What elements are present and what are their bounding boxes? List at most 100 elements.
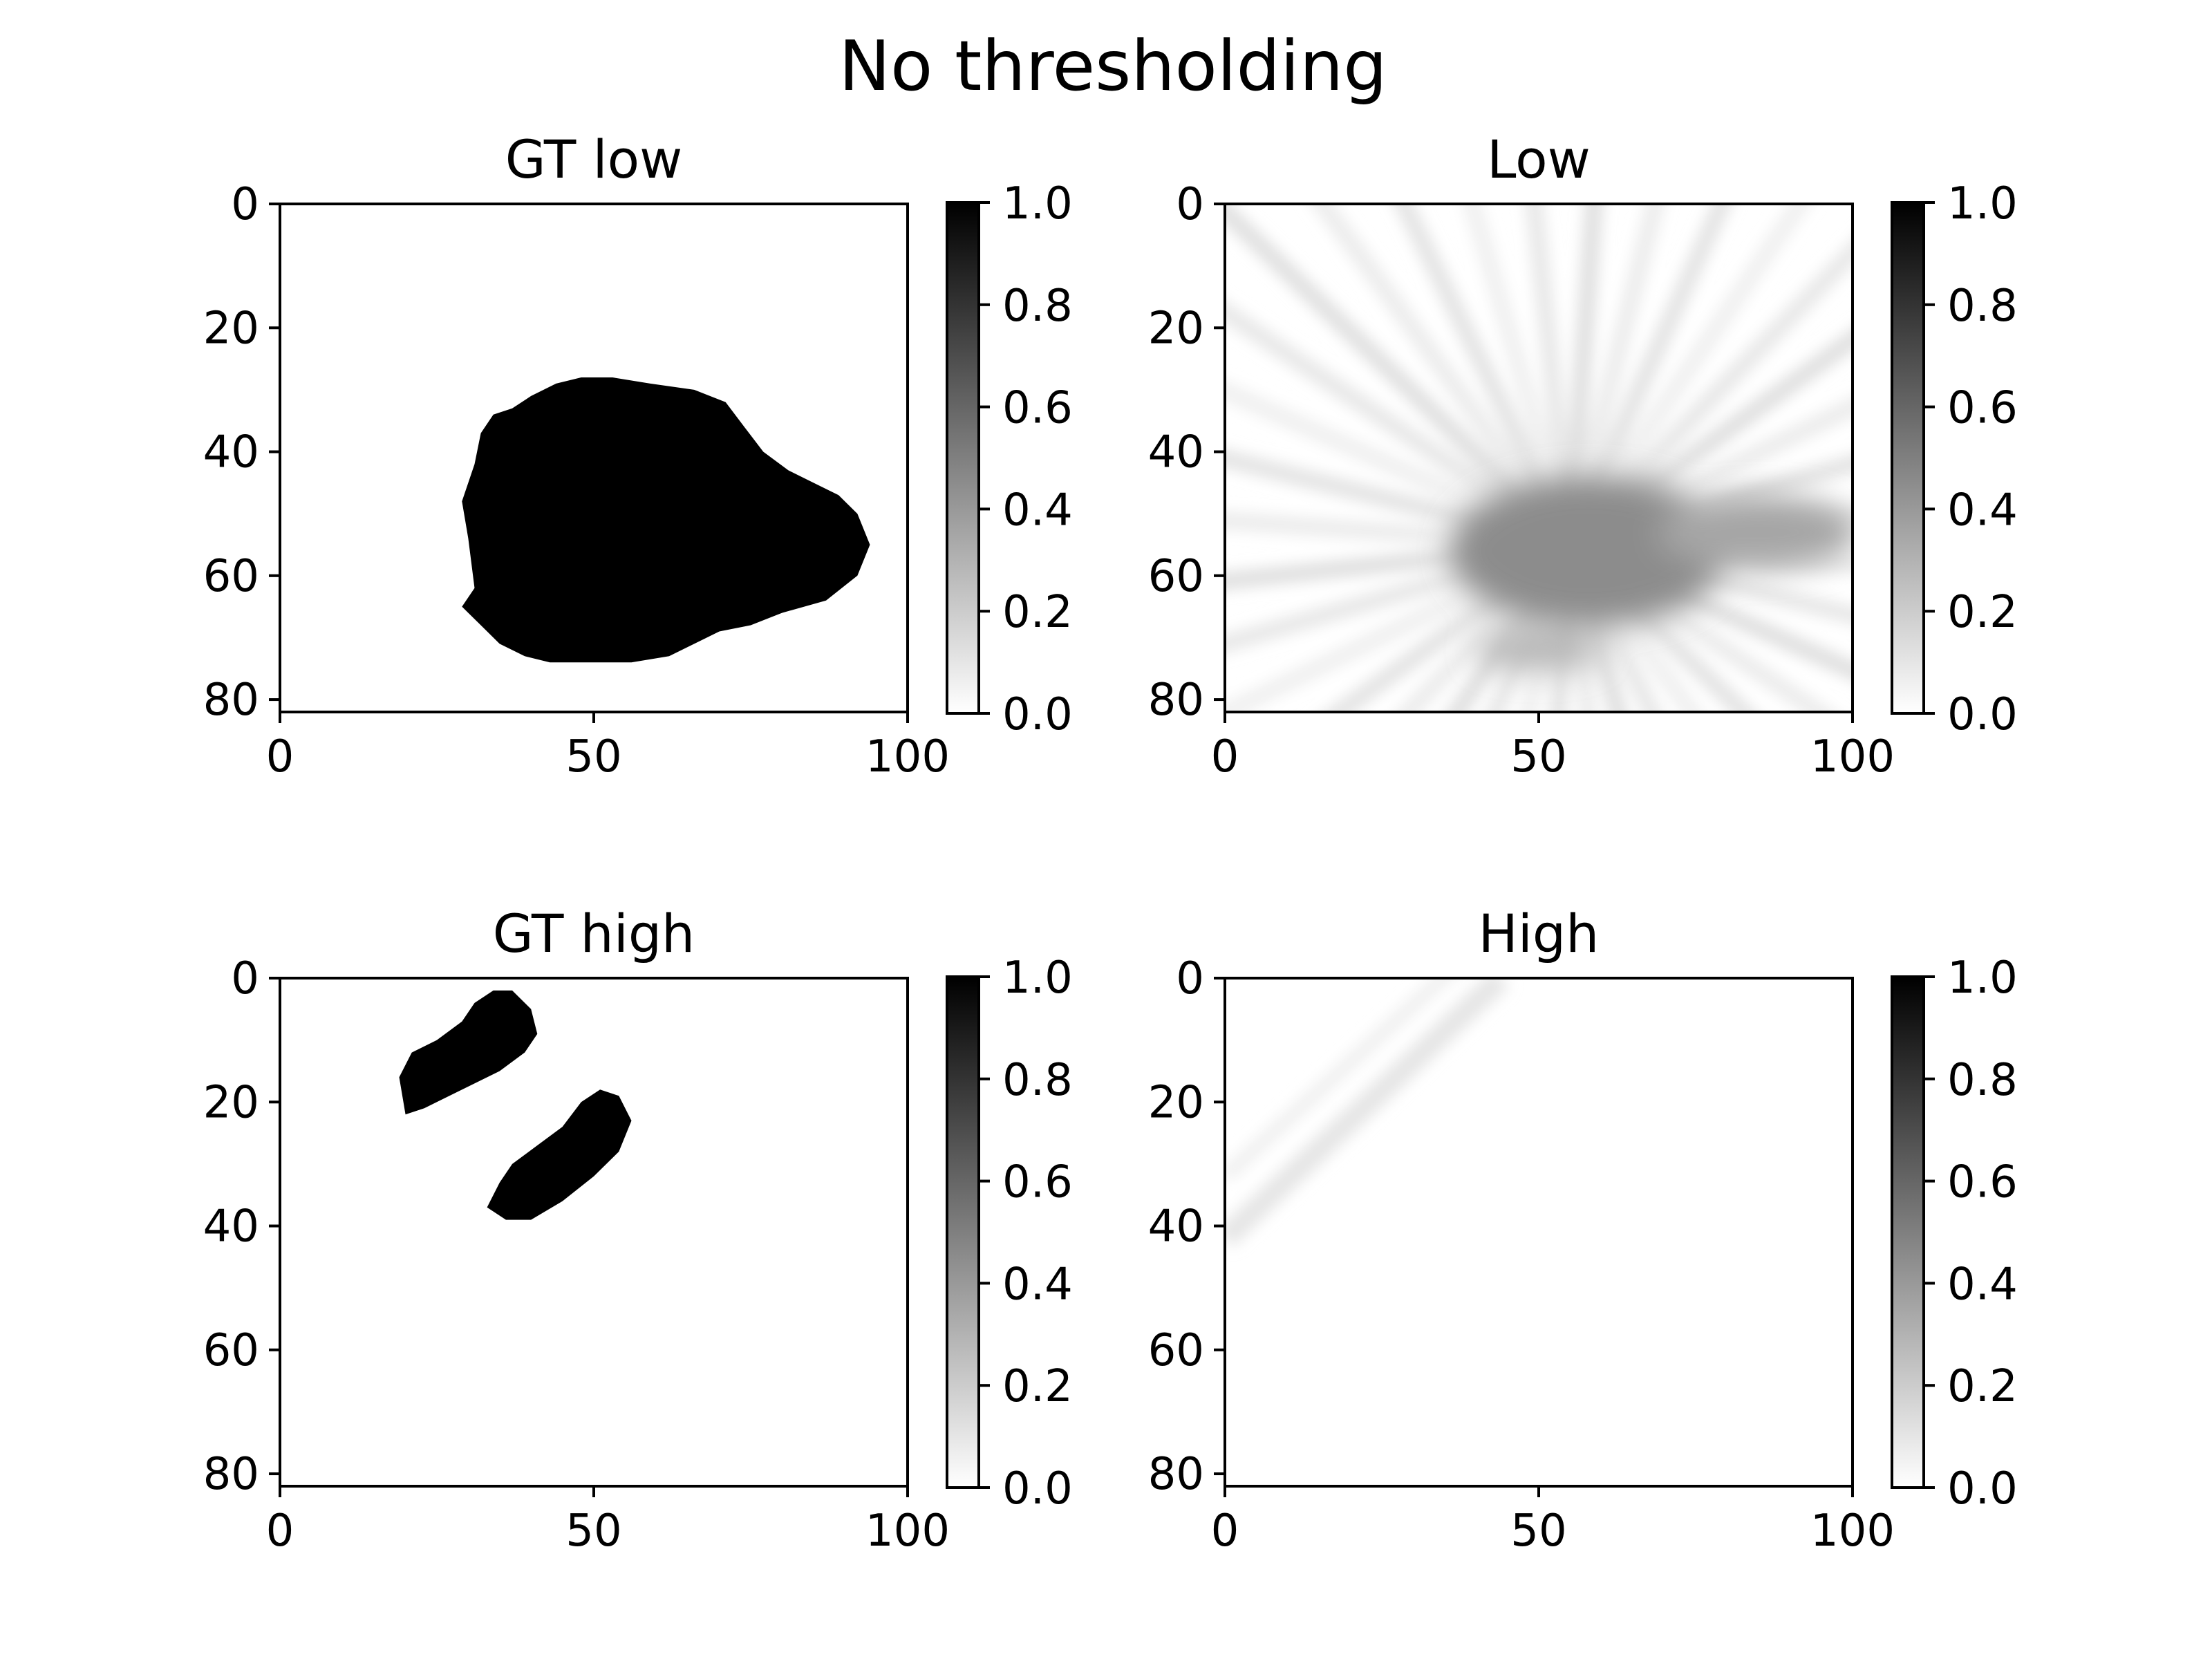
y-tick-label: 0 (1176, 179, 1204, 230)
panel-4: High 0 50 100 0 20 40 60 80 0.0 0.2 0.4 0.6 0.8 1.0 (1148, 903, 2018, 1557)
colorbar-tick-label: 0.6 (1947, 383, 2018, 434)
x-tick-label: 100 (1810, 1506, 1895, 1557)
y-axis: 0 20 40 60 80 (203, 179, 280, 726)
colorbar-tick-label: 0.0 (1002, 689, 1073, 740)
image-content (462, 377, 870, 663)
y-tick-label: 80 (1148, 1449, 1204, 1500)
streak (1561, 543, 1597, 712)
y-tick-label: 60 (203, 551, 259, 602)
colorbar-gradient (1892, 203, 1924, 713)
y-tick-label: 0 (1176, 953, 1204, 1004)
plot-area (1225, 978, 1853, 1486)
colorbar-tick-label: 0.0 (1947, 1463, 2018, 1515)
streak (1225, 449, 1573, 554)
y-tick-label: 80 (203, 1449, 259, 1500)
streak (1396, 538, 1577, 712)
x-tick-label: 100 (865, 731, 950, 782)
colorbar-tick-label: 0.8 (1947, 281, 2018, 332)
streak (1562, 539, 1703, 712)
image-content (1225, 204, 1853, 712)
x-tick-label: 0 (1211, 731, 1239, 782)
y-tick-label: 0 (231, 179, 259, 230)
streak (1549, 544, 1580, 712)
panel-title: GT high (493, 903, 695, 964)
y-tick-label: 40 (1148, 427, 1204, 478)
intensity-blob-3 (1476, 631, 1602, 669)
colorbar: 0.0 0.2 0.4 0.6 0.8 1.0 (1891, 178, 2018, 740)
x-tick-label: 100 (865, 1506, 950, 1557)
colorbar-tick-label: 1.0 (1947, 178, 2018, 229)
panel-title: GT low (505, 129, 683, 190)
image-content (399, 990, 632, 1220)
y-tick-label: 20 (203, 1077, 259, 1128)
streak (1562, 204, 1732, 549)
colorbar-tick-label: 0.4 (1947, 485, 2018, 536)
mask-region-1 (462, 377, 870, 663)
streak (1565, 537, 1835, 712)
colorbar-frame (946, 201, 980, 715)
colorbar-tick-label: 1.0 (1002, 178, 1073, 229)
intensity-blob-1 (1450, 476, 1727, 626)
colorbar: 0.0 0.2 0.4 0.6 0.8 1.0 (1891, 953, 2018, 1515)
y-axis: 0 20 40 60 80 (1148, 953, 1225, 1500)
streak (1561, 204, 1603, 545)
colorbar-tick-label: 0.6 (1947, 1157, 2018, 1208)
x-axis: 0 50 100 (1211, 712, 1895, 782)
streak (1564, 239, 1853, 552)
x-tick-label: 0 (266, 731, 294, 782)
y-tick-label: 20 (203, 303, 259, 354)
panel-1: GT low 0 50 100 0 20 40 60 80 0.0 0.2 0.4 0.6 0.8 1.0 (203, 129, 1073, 782)
colorbar-gradient (1892, 977, 1924, 1488)
colorbar-frame (1891, 975, 1925, 1489)
intensity-blob-2 (1658, 495, 1853, 570)
colorbar-frame (1891, 201, 1925, 715)
colorbar-tick-label: 0.6 (1002, 383, 1073, 434)
colorbar-tick-label: 0.2 (1947, 587, 2018, 638)
colorbar-frame (946, 975, 980, 1489)
y-tick-label: 60 (1148, 551, 1204, 602)
y-tick-label: 80 (203, 675, 259, 726)
streak (1225, 536, 1571, 590)
y-tick-label: 0 (231, 953, 259, 1004)
image-content (1225, 978, 1510, 1247)
streak (1564, 328, 1853, 552)
colorbar-tick-label: 0.0 (1002, 1463, 1073, 1515)
streak (1394, 204, 1579, 549)
streak (1311, 204, 1577, 550)
streak (1225, 301, 1575, 552)
x-tick-label: 0 (1211, 1506, 1239, 1557)
streak (1562, 204, 1811, 550)
colorbar-tick-label: 0.8 (1002, 1055, 1073, 1106)
streak (1525, 204, 1580, 546)
y-tick-label: 40 (1148, 1201, 1204, 1253)
y-tick-label: 40 (203, 427, 259, 478)
colorbar-tick-label: 0.2 (1002, 1361, 1073, 1412)
streak (1566, 397, 1853, 553)
x-axis: 0 50 100 (266, 1486, 950, 1557)
diagonal-band-echo (1225, 978, 1454, 1182)
streak (1324, 537, 1576, 712)
y-tick-label: 60 (203, 1325, 259, 1376)
figure-title: No thresholding (838, 26, 1387, 106)
colorbar: 0.0 0.2 0.4 0.6 0.8 1.0 (946, 178, 1073, 740)
colorbar-tick-label: 0.4 (1947, 1259, 2018, 1310)
panel-title: Low (1487, 129, 1591, 190)
streak (1562, 541, 1662, 712)
colorbar-tick-label: 0.4 (1002, 1259, 1073, 1310)
streak (1564, 538, 1756, 712)
colorbar-gradient (947, 977, 979, 1488)
colorbar-gradient (947, 203, 979, 713)
streak (1225, 204, 1577, 552)
colorbar: 0.0 0.2 0.4 0.6 0.8 1.0 (946, 953, 1073, 1515)
streak (1225, 511, 1571, 554)
mask-region-2 (487, 1089, 632, 1220)
mask-region-1 (399, 990, 538, 1115)
x-tick-label: 50 (565, 731, 621, 782)
y-tick-label: 20 (1148, 303, 1204, 354)
colorbar-tick-label: 0.2 (1002, 587, 1073, 638)
y-axis: 0 20 40 60 80 (1148, 179, 1225, 726)
colorbar-tick-label: 0.2 (1947, 1361, 2018, 1412)
panel-title: High (1479, 903, 1600, 964)
